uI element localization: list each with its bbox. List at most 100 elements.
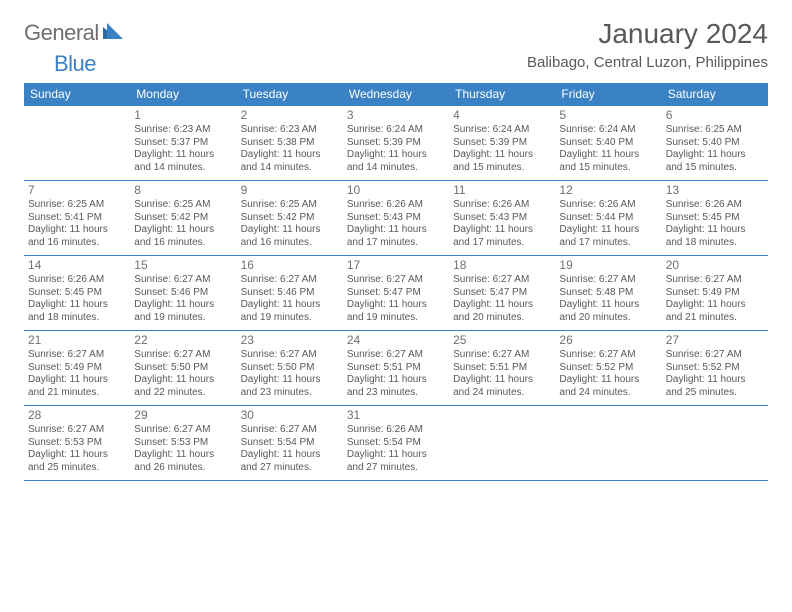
sunrise-text: Sunrise: 6:26 AM	[28, 274, 126, 287]
week-row: 28Sunrise: 6:27 AMSunset: 5:53 PMDayligh…	[24, 406, 768, 481]
weeks-container: 1Sunrise: 6:23 AMSunset: 5:37 PMDaylight…	[24, 106, 768, 481]
sunrise-text: Sunrise: 6:23 AM	[134, 124, 232, 137]
day-number: 16	[241, 258, 339, 273]
sunset-text: Sunset: 5:51 PM	[347, 362, 445, 375]
sunrise-text: Sunrise: 6:27 AM	[453, 349, 551, 362]
day-cell: 10Sunrise: 6:26 AMSunset: 5:43 PMDayligh…	[343, 181, 449, 255]
sunset-text: Sunset: 5:45 PM	[28, 287, 126, 300]
calendar-page: General January 2024 Balibago, Central L…	[0, 0, 792, 499]
sunset-text: Sunset: 5:46 PM	[241, 287, 339, 300]
sunrise-text: Sunrise: 6:24 AM	[347, 124, 445, 137]
daylight-text: Daylight: 11 hours and 17 minutes.	[347, 224, 445, 249]
daylight-text: Daylight: 11 hours and 24 minutes.	[453, 374, 551, 399]
day-number: 9	[241, 183, 339, 198]
daylight-text: Daylight: 11 hours and 24 minutes.	[559, 374, 657, 399]
sunset-text: Sunset: 5:40 PM	[666, 137, 764, 150]
daylight-text: Daylight: 11 hours and 14 minutes.	[134, 149, 232, 174]
sunrise-text: Sunrise: 6:27 AM	[28, 424, 126, 437]
sunset-text: Sunset: 5:41 PM	[28, 212, 126, 225]
day-cell: 1Sunrise: 6:23 AMSunset: 5:37 PMDaylight…	[130, 106, 236, 180]
day-number: 5	[559, 108, 657, 123]
daylight-text: Daylight: 11 hours and 27 minutes.	[241, 449, 339, 474]
day-number: 25	[453, 333, 551, 348]
sunset-text: Sunset: 5:37 PM	[134, 137, 232, 150]
sunset-text: Sunset: 5:40 PM	[559, 137, 657, 150]
day-number: 17	[347, 258, 445, 273]
day-header-sun: Sunday	[24, 83, 130, 106]
daylight-text: Daylight: 11 hours and 14 minutes.	[347, 149, 445, 174]
sunrise-text: Sunrise: 6:24 AM	[453, 124, 551, 137]
day-cell: 31Sunrise: 6:26 AMSunset: 5:54 PMDayligh…	[343, 406, 449, 480]
day-cell: 2Sunrise: 6:23 AMSunset: 5:38 PMDaylight…	[237, 106, 343, 180]
day-cell	[449, 406, 555, 480]
sunset-text: Sunset: 5:45 PM	[666, 212, 764, 225]
sunrise-text: Sunrise: 6:25 AM	[28, 199, 126, 212]
day-number: 10	[347, 183, 445, 198]
daylight-text: Daylight: 11 hours and 20 minutes.	[559, 299, 657, 324]
day-cell: 11Sunrise: 6:26 AMSunset: 5:43 PMDayligh…	[449, 181, 555, 255]
day-cell: 19Sunrise: 6:27 AMSunset: 5:48 PMDayligh…	[555, 256, 661, 330]
week-row: 21Sunrise: 6:27 AMSunset: 5:49 PMDayligh…	[24, 331, 768, 406]
day-number: 30	[241, 408, 339, 423]
day-number: 20	[666, 258, 764, 273]
sunset-text: Sunset: 5:48 PM	[559, 287, 657, 300]
sunset-text: Sunset: 5:53 PM	[28, 437, 126, 450]
sunset-text: Sunset: 5:50 PM	[134, 362, 232, 375]
day-cell: 16Sunrise: 6:27 AMSunset: 5:46 PMDayligh…	[237, 256, 343, 330]
sunrise-text: Sunrise: 6:25 AM	[666, 124, 764, 137]
sunrise-text: Sunrise: 6:24 AM	[559, 124, 657, 137]
day-number: 6	[666, 108, 764, 123]
day-number: 29	[134, 408, 232, 423]
day-cell: 21Sunrise: 6:27 AMSunset: 5:49 PMDayligh…	[24, 331, 130, 405]
sunset-text: Sunset: 5:52 PM	[666, 362, 764, 375]
day-number: 21	[28, 333, 126, 348]
day-cell: 6Sunrise: 6:25 AMSunset: 5:40 PMDaylight…	[662, 106, 768, 180]
week-row: 1Sunrise: 6:23 AMSunset: 5:37 PMDaylight…	[24, 106, 768, 181]
day-cell: 3Sunrise: 6:24 AMSunset: 5:39 PMDaylight…	[343, 106, 449, 180]
daylight-text: Daylight: 11 hours and 25 minutes.	[666, 374, 764, 399]
sunrise-text: Sunrise: 6:27 AM	[241, 424, 339, 437]
day-number: 15	[134, 258, 232, 273]
day-cell: 17Sunrise: 6:27 AMSunset: 5:47 PMDayligh…	[343, 256, 449, 330]
sunrise-text: Sunrise: 6:27 AM	[347, 274, 445, 287]
day-header-thu: Thursday	[449, 83, 555, 106]
day-cell: 25Sunrise: 6:27 AMSunset: 5:51 PMDayligh…	[449, 331, 555, 405]
sunset-text: Sunset: 5:51 PM	[453, 362, 551, 375]
sunrise-text: Sunrise: 6:26 AM	[453, 199, 551, 212]
week-row: 14Sunrise: 6:26 AMSunset: 5:45 PMDayligh…	[24, 256, 768, 331]
day-number: 22	[134, 333, 232, 348]
day-number: 3	[347, 108, 445, 123]
day-cell: 22Sunrise: 6:27 AMSunset: 5:50 PMDayligh…	[130, 331, 236, 405]
daylight-text: Daylight: 11 hours and 23 minutes.	[347, 374, 445, 399]
day-number: 4	[453, 108, 551, 123]
daylight-text: Daylight: 11 hours and 23 minutes.	[241, 374, 339, 399]
daylight-text: Daylight: 11 hours and 20 minutes.	[453, 299, 551, 324]
sunset-text: Sunset: 5:54 PM	[347, 437, 445, 450]
sunrise-text: Sunrise: 6:27 AM	[241, 274, 339, 287]
calendar-grid: Sunday Monday Tuesday Wednesday Thursday…	[24, 83, 768, 481]
day-cell: 30Sunrise: 6:27 AMSunset: 5:54 PMDayligh…	[237, 406, 343, 480]
sunrise-text: Sunrise: 6:27 AM	[559, 349, 657, 362]
sunrise-text: Sunrise: 6:27 AM	[559, 274, 657, 287]
sunset-text: Sunset: 5:47 PM	[347, 287, 445, 300]
sunrise-text: Sunrise: 6:27 AM	[666, 274, 764, 287]
day-cell: 27Sunrise: 6:27 AMSunset: 5:52 PMDayligh…	[662, 331, 768, 405]
daylight-text: Daylight: 11 hours and 16 minutes.	[28, 224, 126, 249]
day-cell: 12Sunrise: 6:26 AMSunset: 5:44 PMDayligh…	[555, 181, 661, 255]
sunset-text: Sunset: 5:54 PM	[241, 437, 339, 450]
day-number: 2	[241, 108, 339, 123]
day-number: 12	[559, 183, 657, 198]
title-block: January 2024 Balibago, Central Luzon, Ph…	[527, 18, 768, 71]
sunrise-text: Sunrise: 6:26 AM	[347, 424, 445, 437]
sunset-text: Sunset: 5:38 PM	[241, 137, 339, 150]
day-cell: 26Sunrise: 6:27 AMSunset: 5:52 PMDayligh…	[555, 331, 661, 405]
day-cell: 29Sunrise: 6:27 AMSunset: 5:53 PMDayligh…	[130, 406, 236, 480]
daylight-text: Daylight: 11 hours and 14 minutes.	[241, 149, 339, 174]
day-number: 11	[453, 183, 551, 198]
daylight-text: Daylight: 11 hours and 19 minutes.	[134, 299, 232, 324]
daylight-text: Daylight: 11 hours and 17 minutes.	[453, 224, 551, 249]
sunrise-text: Sunrise: 6:25 AM	[134, 199, 232, 212]
sunrise-text: Sunrise: 6:26 AM	[666, 199, 764, 212]
day-cell: 4Sunrise: 6:24 AMSunset: 5:39 PMDaylight…	[449, 106, 555, 180]
day-cell	[24, 106, 130, 180]
